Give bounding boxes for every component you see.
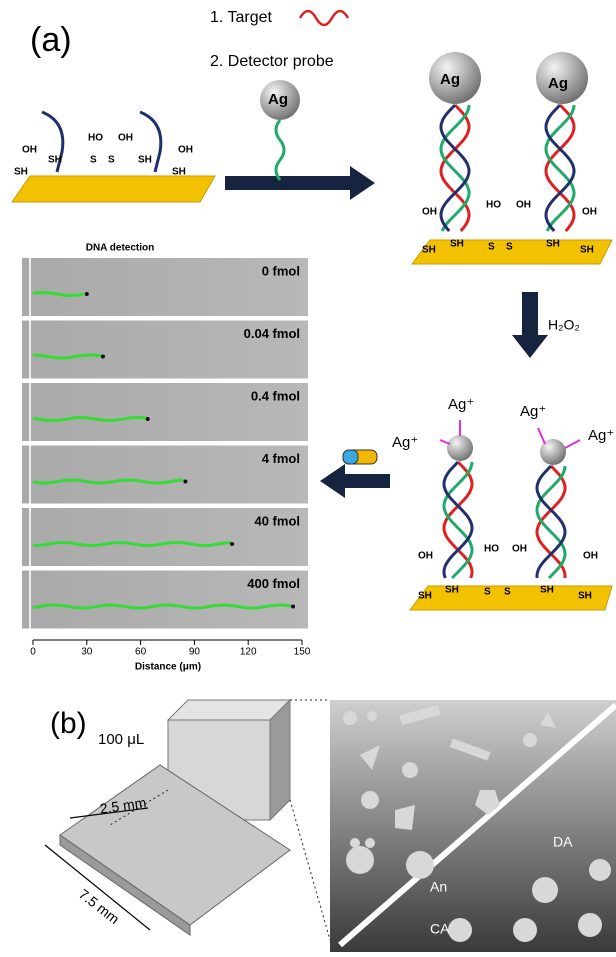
- chem-label: S: [488, 242, 495, 253]
- ion-label: Ag⁺: [448, 396, 474, 413]
- track-end: [101, 355, 105, 359]
- chem-label: SH: [172, 167, 186, 178]
- chem-label: HO: [88, 133, 103, 144]
- arrow: [512, 292, 548, 358]
- chem-label: Ag: [548, 75, 568, 92]
- chem-label: OH: [583, 551, 598, 562]
- particle-label: An: [430, 879, 447, 895]
- chem-label: SH: [418, 591, 432, 602]
- ion-label: Ag⁺: [588, 427, 614, 444]
- chem-label: OH: [22, 145, 37, 156]
- x-tick-label: 60: [135, 647, 147, 658]
- chem-label: OH: [516, 200, 531, 211]
- track-end: [146, 417, 150, 421]
- panel-label: (a): [30, 21, 72, 59]
- probe: [276, 120, 284, 180]
- chem-label: S: [506, 242, 513, 253]
- particle-label: DA: [553, 834, 573, 850]
- chem-label: SH: [138, 155, 152, 166]
- chem-label: OH: [512, 544, 527, 555]
- chem-label: SH: [48, 155, 62, 166]
- step-label: 1. Target: [210, 9, 273, 26]
- dna-strand: [441, 105, 469, 231]
- track-end: [291, 605, 295, 609]
- panel-label: (b): [50, 707, 87, 740]
- chem-label: SH: [580, 245, 594, 256]
- well: [270, 700, 290, 820]
- chem-label: HO: [484, 544, 499, 555]
- figure: (a) 1. Target 2. Detector probe H₂O₂ (b)…: [0, 0, 616, 952]
- chem-label: S: [504, 587, 511, 598]
- battery: [343, 450, 358, 464]
- gold-slab: [12, 176, 215, 202]
- chem-label: S: [108, 155, 115, 166]
- silver-particle: [447, 435, 473, 461]
- row-label: 0.04 fmol: [244, 326, 300, 341]
- dna-strand: [546, 105, 574, 231]
- target: [300, 11, 348, 25]
- particle-label: CA: [430, 921, 450, 937]
- dna-strand: [546, 105, 574, 231]
- chem-label: OH: [178, 145, 193, 156]
- row-label: 0 fmol: [262, 263, 300, 278]
- track-end: [230, 542, 234, 546]
- x-axis-label: Distance (μm): [135, 662, 201, 673]
- ion-label: Ag⁺: [392, 434, 418, 451]
- chem-label: OH: [118, 133, 133, 144]
- volume-label: 100 μL: [98, 731, 144, 748]
- x-tick-label: 30: [81, 647, 93, 658]
- arrow: [320, 464, 390, 498]
- well: [168, 700, 290, 720]
- row-label: 40 fmol: [254, 513, 300, 528]
- arrow: [225, 166, 375, 200]
- chem-label: Ag: [440, 71, 460, 88]
- track-end: [85, 292, 89, 296]
- step-label: 2. Detector probe: [210, 53, 334, 70]
- chart-title: DNA detection: [86, 243, 155, 254]
- chem-label: SH: [422, 245, 436, 256]
- chem-label: S: [90, 155, 97, 166]
- row-label: 4 fmol: [262, 451, 300, 466]
- x-tick-label: 0: [30, 647, 36, 658]
- row-label: 400 fmol: [247, 576, 300, 591]
- dimension-label: 7.5 mm: [76, 886, 123, 927]
- chem-label: SH: [578, 591, 592, 602]
- oxidant-label: H₂O₂: [548, 317, 580, 333]
- chem-label: Ag: [268, 91, 288, 108]
- ion-label: Ag⁺: [520, 403, 546, 420]
- x-tick-label: 120: [240, 647, 257, 658]
- chem-label: SH: [450, 239, 464, 250]
- dna-strand: [546, 105, 574, 231]
- chem-label: OH: [418, 551, 433, 562]
- dna-strand: [441, 105, 469, 231]
- chem-label: SH: [540, 585, 554, 596]
- chem-label: S: [484, 587, 491, 598]
- chem-label: SH: [14, 167, 28, 178]
- chem-label: SH: [445, 585, 459, 596]
- row-label: 0.4 fmol: [251, 388, 300, 403]
- chem-label: OH: [582, 207, 597, 218]
- chem-label: HO: [486, 200, 501, 211]
- x-tick-label: 150: [294, 647, 311, 658]
- track-end: [183, 480, 187, 484]
- chem-label: OH: [422, 207, 437, 218]
- dna-strand: [441, 105, 469, 231]
- x-tick-label: 90: [189, 647, 201, 658]
- chem-label: SH: [546, 239, 560, 250]
